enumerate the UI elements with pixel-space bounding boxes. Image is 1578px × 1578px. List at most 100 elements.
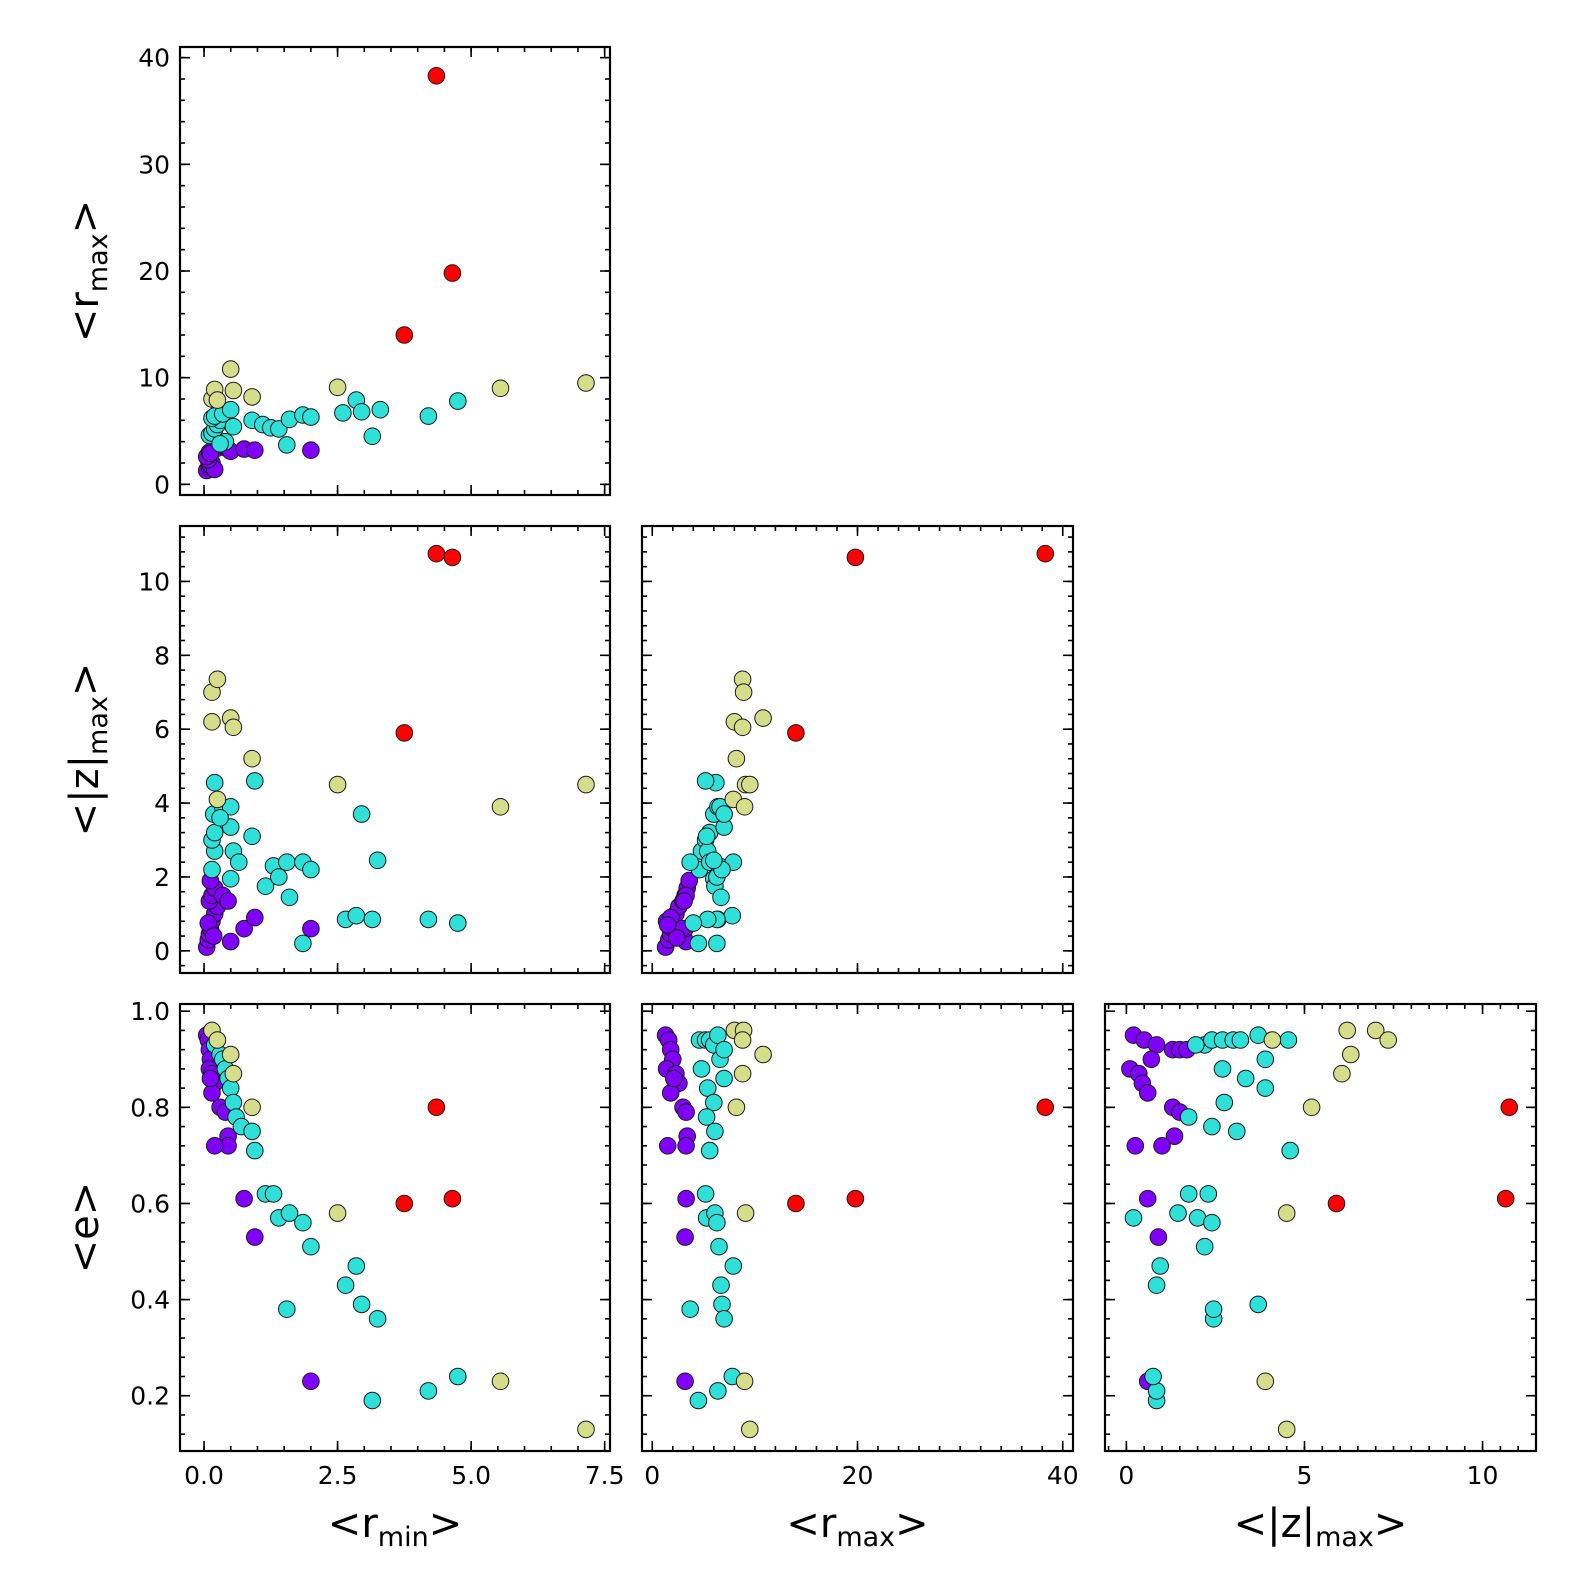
data-point-cyan <box>715 1040 733 1059</box>
data-point-cyan <box>449 1367 467 1386</box>
data-point-khaki <box>733 1064 752 1083</box>
data-point-cyan <box>1281 1141 1299 1160</box>
data-point-khaki <box>741 775 759 794</box>
data-point-cyan <box>706 1122 724 1141</box>
data-point-cyan <box>1169 1204 1187 1222</box>
data-point-cyan <box>363 1391 382 1410</box>
data-point-khaki <box>208 391 227 409</box>
data-point-cyan <box>1179 1108 1198 1126</box>
panel-rmax_vs_e: 0 20 40 <rmax> <box>640 1002 1079 1553</box>
data-point-cyan <box>363 427 382 446</box>
data-point-cyan <box>689 1391 708 1410</box>
data-point-khaki <box>1379 1031 1397 1049</box>
data-point-purple <box>1138 1189 1157 1208</box>
data-point-cyan <box>347 1257 366 1275</box>
data-point-khaki <box>754 1045 772 1064</box>
points-zmax_vs_e <box>1121 1021 1519 1439</box>
data-point-red <box>787 1194 805 1213</box>
data-point-khaki <box>243 749 261 768</box>
data-point-purple <box>235 919 253 938</box>
data-point-cyan <box>1215 1093 1234 1112</box>
data-point-cyan <box>449 392 467 410</box>
data-point-cyan <box>1144 1367 1162 1386</box>
data-point-cyan <box>1256 1079 1275 1097</box>
data-point-cyan <box>713 1295 731 1314</box>
y-axis-label: <e> <box>62 1182 108 1274</box>
data-point-purple <box>302 441 320 460</box>
data-point-cyan <box>211 809 229 827</box>
data-point-purple <box>204 927 223 945</box>
data-point-khaki <box>224 718 243 737</box>
y-tick-label: 1.0 <box>130 997 170 1026</box>
data-point-khaki <box>727 1098 746 1117</box>
y-tick-label: 40 <box>138 44 170 73</box>
data-point-purple <box>221 932 240 951</box>
data-point-cyan <box>211 435 229 453</box>
y-tick-label: 6 <box>154 715 170 744</box>
x-tick-label: 20 <box>842 1461 874 1490</box>
data-point-purple <box>246 1228 264 1246</box>
data-point-cyan <box>203 860 221 879</box>
data-point-cyan <box>221 870 240 888</box>
y-tick-label: 4 <box>154 789 170 818</box>
data-point-cyan <box>224 417 243 436</box>
data-point-khaki <box>577 775 595 794</box>
data-point-purple <box>676 1228 694 1246</box>
data-point-cyan <box>294 934 312 953</box>
data-point-red <box>427 67 446 85</box>
data-point-red <box>1036 544 1055 563</box>
data-point-purple <box>658 1137 677 1155</box>
data-point-cyan <box>205 773 224 792</box>
points-rmin_vs_e <box>197 1021 595 1439</box>
data-point-cyan <box>723 906 742 925</box>
data-point-red <box>443 264 462 282</box>
axes-frame <box>1103 1002 1538 1453</box>
data-point-purple <box>219 892 237 910</box>
data-point-red <box>427 1098 446 1117</box>
axes-frame <box>178 524 612 975</box>
data-point-cyan <box>1195 1237 1214 1256</box>
data-point-red <box>1036 1098 1055 1117</box>
data-point-cyan <box>708 1213 726 1232</box>
data-point-cyan <box>280 1204 299 1222</box>
panel-rmin_vs_e: 0.0 2.5 5.0 7.5 0.2 0.4 0.6 0.8 1.0 <rmin> <e> <box>62 997 625 1553</box>
data-point-cyan <box>368 1310 387 1328</box>
data-point-khaki <box>741 1420 759 1439</box>
data-point-khaki <box>224 381 243 400</box>
data-point-khaki <box>243 388 261 406</box>
data-point-red <box>1496 1189 1515 1208</box>
data-point-cyan <box>712 1276 730 1294</box>
data-point-cyan <box>230 853 248 872</box>
data-point-red <box>846 548 865 567</box>
data-point-khaki <box>727 749 746 768</box>
data-point-red <box>395 326 414 344</box>
data-point-cyan <box>1231 1031 1250 1049</box>
data-point-cyan <box>1203 1213 1221 1232</box>
data-point-cyan <box>256 877 275 896</box>
points-rmin_vs_zmax <box>197 544 595 956</box>
panel-rmin_vs_zmax: 0 2 4 6 8 10 <|z|max> <box>62 524 612 975</box>
data-point-purple <box>1138 1084 1157 1102</box>
x-tick-label: 0 <box>644 1461 660 1490</box>
x-axis-label: <rmax> <box>786 1501 928 1553</box>
data-point-khaki <box>1256 1372 1275 1391</box>
data-point-cyan <box>371 400 390 419</box>
data-point-purple <box>1149 1228 1168 1246</box>
data-point-cyan <box>700 1141 719 1160</box>
data-point-red <box>395 1194 414 1213</box>
panel-rmax_vs_zmax <box>640 524 1075 975</box>
data-point-red <box>846 1189 865 1208</box>
points-rmax_vs_e <box>656 1021 1055 1439</box>
data-point-purple <box>676 1372 694 1391</box>
y-tick-label: 0.2 <box>130 1382 170 1411</box>
data-point-cyan <box>302 408 320 426</box>
data-point-cyan <box>1279 1031 1298 1049</box>
y-tick-label: 0 <box>154 937 170 966</box>
data-point-purple <box>677 1189 695 1208</box>
data-point-red <box>1327 1194 1346 1213</box>
y-tick-label: 10 <box>138 567 170 596</box>
data-point-cyan <box>709 1382 727 1400</box>
y-tick-label: 20 <box>138 257 170 286</box>
y-tick-label: 10 <box>138 364 170 393</box>
data-point-cyan <box>1249 1295 1267 1314</box>
